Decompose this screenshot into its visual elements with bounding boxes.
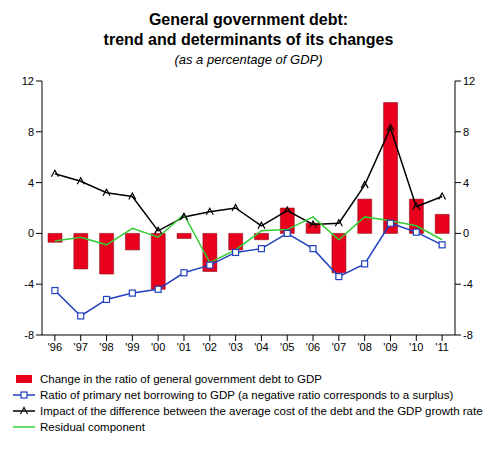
html-text:Residual component: Residual component xyxy=(40,421,145,433)
svg-text:12: 12 xyxy=(463,75,475,87)
svg-text:'03: '03 xyxy=(228,341,242,353)
svg-text:'96: '96 xyxy=(48,341,62,353)
svg-text:8: 8 xyxy=(28,126,34,138)
svg-text:0: 0 xyxy=(28,227,34,239)
svg-text:0: 0 xyxy=(463,227,469,239)
svg-text:-4: -4 xyxy=(463,278,473,290)
svg-text:'11: '11 xyxy=(435,341,449,353)
svg-text:'06: '06 xyxy=(306,341,320,353)
svg-text:-4: -4 xyxy=(24,278,34,290)
svg-text:'08: '08 xyxy=(357,341,371,353)
svg-text:'07: '07 xyxy=(332,341,346,353)
svg-text:'05: '05 xyxy=(280,341,294,353)
svg-text:'97: '97 xyxy=(74,341,88,353)
svg-text:4: 4 xyxy=(463,177,469,189)
svg-text:'09: '09 xyxy=(383,341,397,353)
html-text:Impact of the difference betwe: Impact of the difference between the ave… xyxy=(40,405,483,417)
svg-text:8: 8 xyxy=(463,126,469,138)
svg-text:'98: '98 xyxy=(99,341,113,353)
svg-text:'99: '99 xyxy=(125,341,139,353)
svg-text:'01: '01 xyxy=(177,341,191,353)
html-text:General government debt: trend: General government debt: trend and deter… xyxy=(103,11,394,48)
svg-text:12: 12 xyxy=(22,75,34,87)
html-text:(as a percentage of GDP): (as a percentage of GDP) xyxy=(174,52,323,67)
svg-text:-8: -8 xyxy=(463,329,473,341)
svg-text:'04: '04 xyxy=(254,341,268,353)
svg-text:'10: '10 xyxy=(409,341,423,353)
svg-text:'02: '02 xyxy=(203,341,217,353)
html-text:Change in the ratio of general: Change in the ratio of general governmen… xyxy=(40,373,322,385)
svg-text:4: 4 xyxy=(28,177,34,189)
svg-text:'00: '00 xyxy=(151,341,165,353)
svg-text:-8: -8 xyxy=(24,329,34,341)
html-text:Ratio of primary net borrowing: Ratio of primary net borrowing to GDP (a… xyxy=(40,389,454,401)
